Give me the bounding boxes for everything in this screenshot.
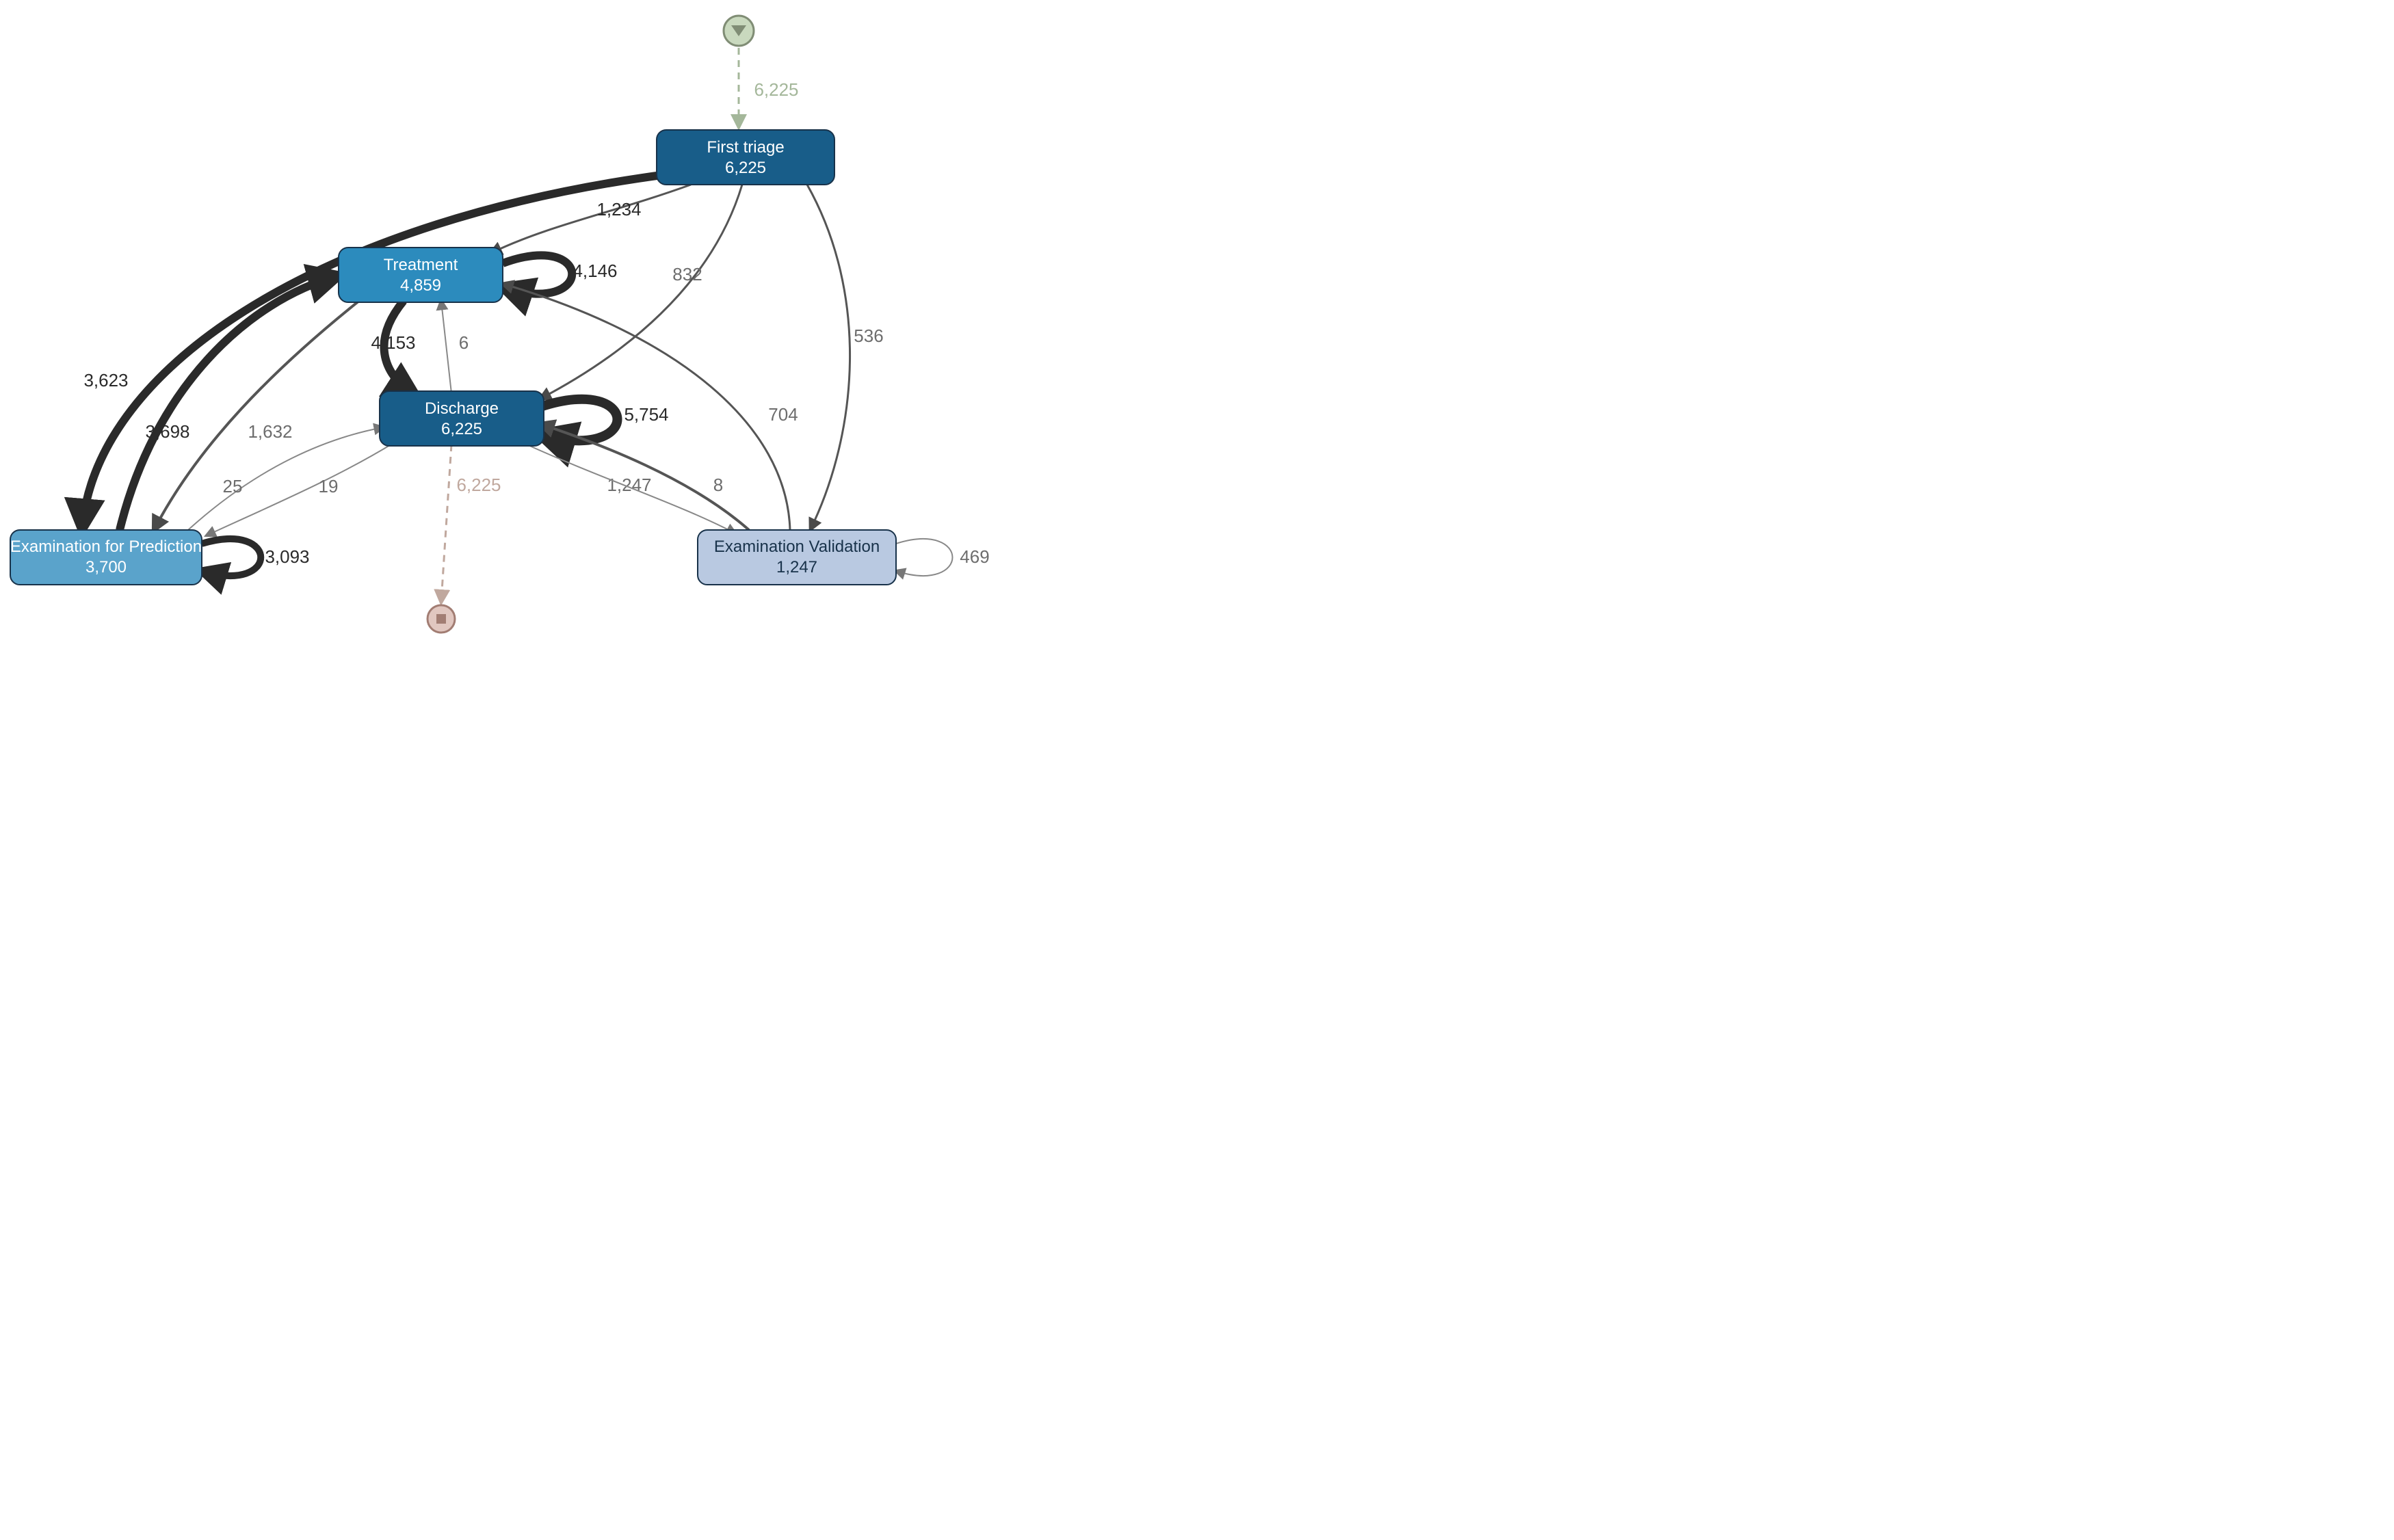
node-first-triage-value: 6,225 <box>725 159 766 177</box>
node-discharge: Discharge 6,225 <box>380 391 544 446</box>
node-exam-validation-value: 1,247 <box>776 558 817 576</box>
edge-label-examvalid-to-discharge: 1,247 <box>607 475 651 495</box>
edge-label-first-to-discharge: 832 <box>672 264 702 284</box>
edge-label-discharge-to-examvalid: 8 <box>713 475 723 495</box>
edge-label-exampred-self: 3,093 <box>265 546 309 567</box>
node-exam-validation: Examination Validation 1,247 <box>698 530 896 585</box>
edge-label-examvalid-to-treatment: 704 <box>768 404 798 425</box>
edge-label-treatment-to-exampred: 1,632 <box>248 421 292 442</box>
node-first-triage-label: First triage <box>707 138 784 157</box>
edge-exampred-self <box>202 539 261 576</box>
node-exam-validation-label: Examination Validation <box>714 537 880 556</box>
edge-label-start-to-first: 6,225 <box>754 79 798 100</box>
edge-label-treatment-to-discharge: 4,153 <box>371 332 415 353</box>
node-exam-prediction-value: 3,700 <box>86 558 127 576</box>
edge-first-to-treatment <box>491 185 691 253</box>
edge-label-treatment-self: 4,146 <box>573 261 617 281</box>
edge-label-discharge-to-treatment: 6 <box>459 332 469 353</box>
node-exam-prediction-label: Examination for Prediction <box>10 537 202 556</box>
edge-label-first-to-treatment: 1,234 <box>596 199 641 220</box>
node-first-triage: First triage 6,225 <box>657 130 834 185</box>
edge-discharge-self <box>540 399 618 441</box>
edge-label-exampred-to-treatment: 3,698 <box>145 421 189 442</box>
edge-label-exampred-to-discharge: 25 <box>223 476 243 496</box>
edge-discharge-to-end <box>441 444 451 602</box>
edge-examvalid-self <box>896 539 953 576</box>
node-treatment-value: 4,859 <box>400 276 441 295</box>
edge-label-discharge-to-end: 6,225 <box>456 475 501 495</box>
edge-label-discharge-to-exampred: 19 <box>319 476 339 496</box>
node-treatment-label: Treatment <box>384 256 458 274</box>
process-flow-diagram: 6,225 1,234 832 536 3,623 4,146 4,153 6 … <box>0 0 999 656</box>
edge-treatment-self <box>503 255 572 293</box>
edge-discharge-to-treatment <box>441 301 451 393</box>
node-discharge-label: Discharge <box>425 399 499 418</box>
node-discharge-value: 6,225 <box>441 420 482 438</box>
edge-first-to-examvalid <box>807 185 850 529</box>
edge-label-discharge-self: 5,754 <box>624 404 668 425</box>
edge-label-examvalid-self: 469 <box>960 546 989 567</box>
edge-exampred-to-discharge <box>188 427 383 530</box>
edge-label-first-to-exampred: 3,623 <box>83 370 128 390</box>
end-node <box>428 605 455 633</box>
node-treatment: Treatment 4,859 <box>339 248 503 302</box>
start-node <box>724 16 754 46</box>
node-exam-prediction: Examination for Prediction 3,700 <box>10 530 202 585</box>
edge-label-first-to-examvalid: 536 <box>854 326 883 346</box>
